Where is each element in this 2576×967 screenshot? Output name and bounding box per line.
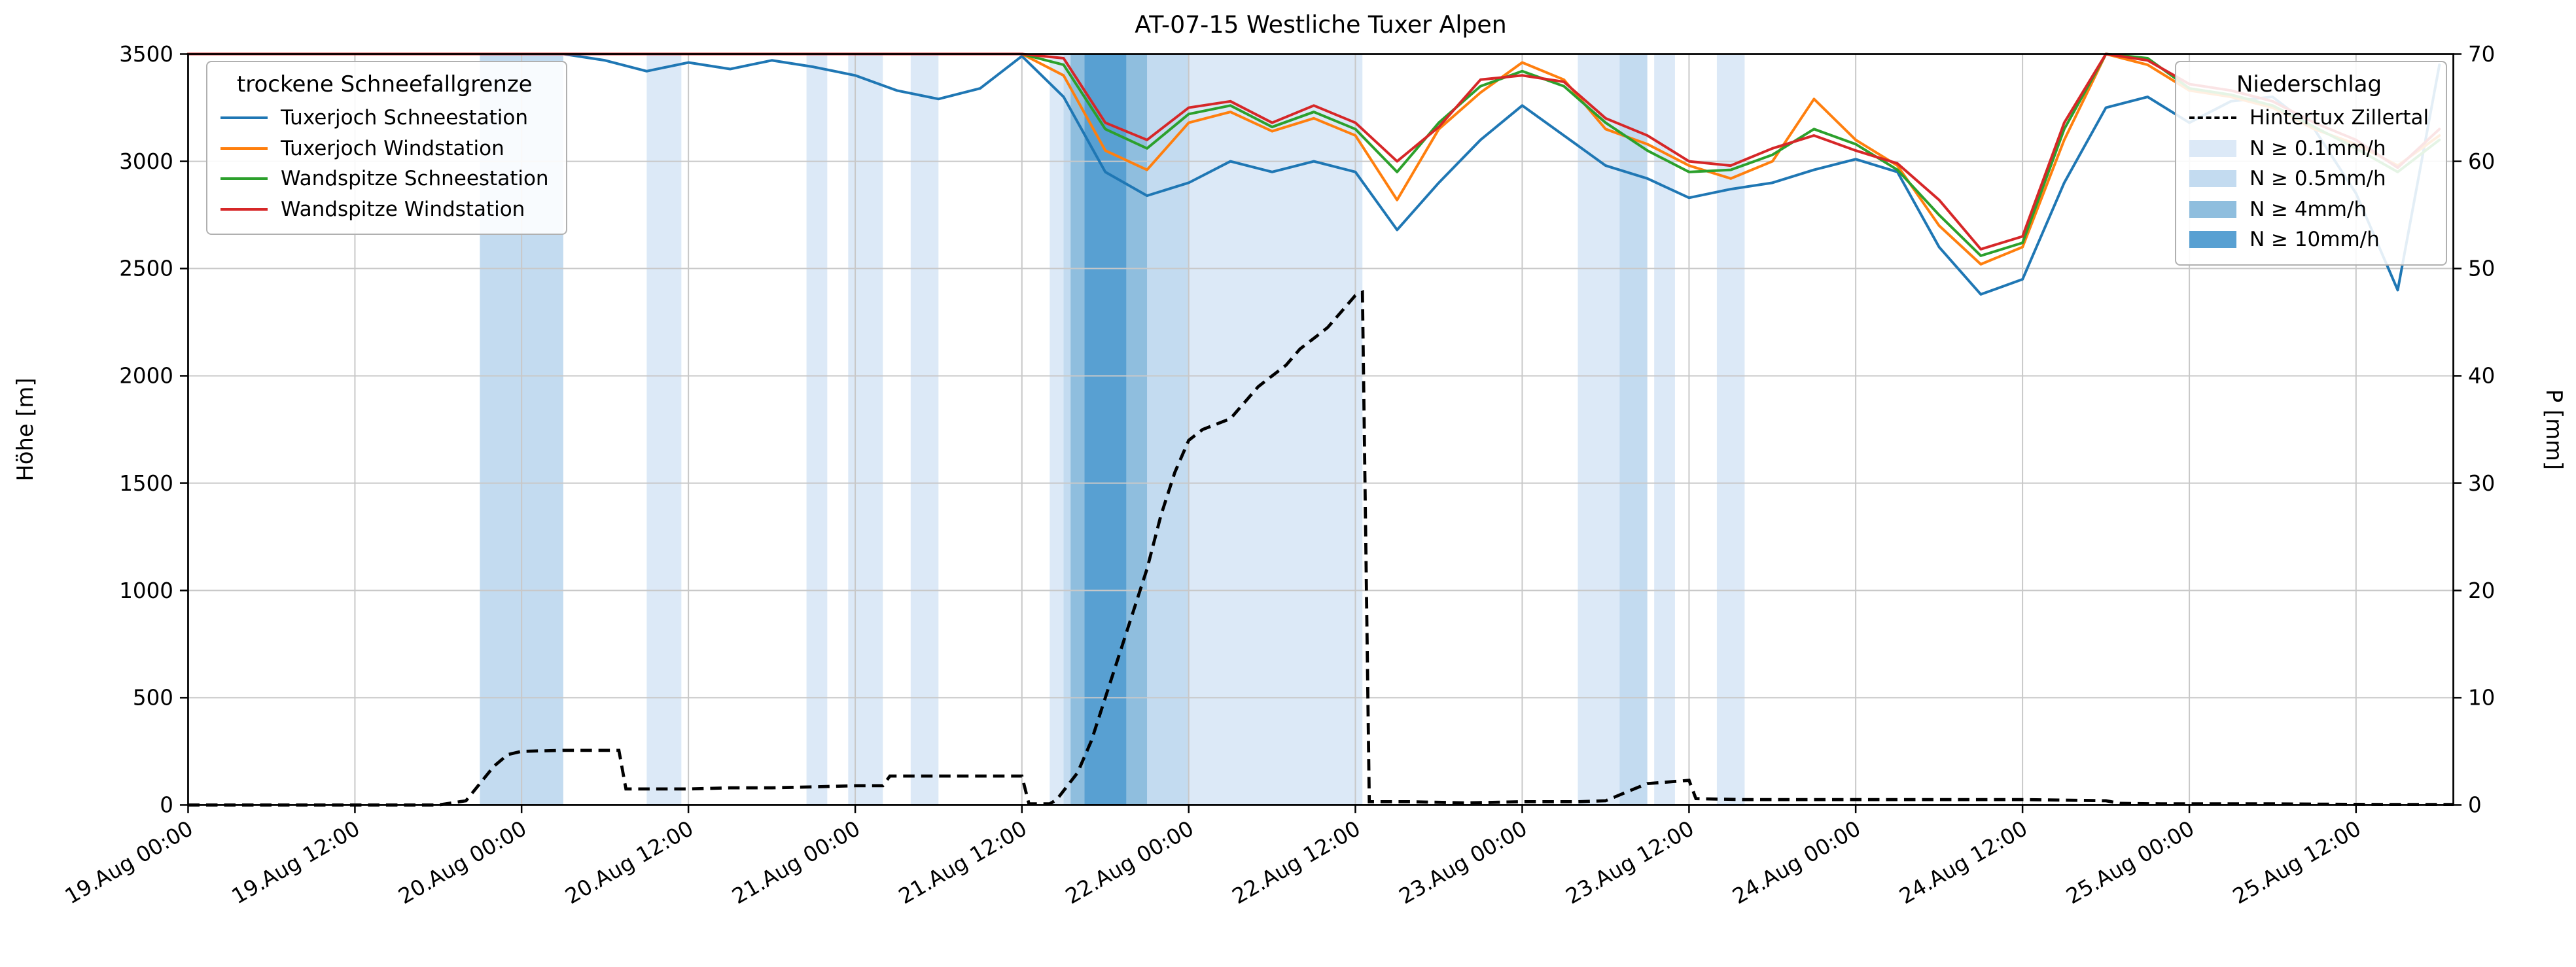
- legend-precip: Niederschlag Hintertux Zillertal N ≥ 0.1m…: [2174, 61, 2448, 266]
- legend-item-label: N ≥ 4mm/h: [2249, 197, 2367, 221]
- y-left-axis-label: Höhe [m]: [12, 378, 38, 481]
- precip-band: [1578, 54, 1620, 805]
- legend-item-label: Wandspitze Schneestation: [280, 167, 549, 191]
- x-tick-label: 21.Aug 00:00: [728, 816, 864, 909]
- legend-item-patch-0: N ≥ 0.1mm/h: [2189, 133, 2429, 164]
- y-right-tick-label: 0: [2468, 793, 2482, 818]
- x-tick-label: 20.Aug 00:00: [394, 816, 531, 909]
- legend-item-label: Hintertux Zillertal: [2249, 106, 2429, 130]
- x-tick-label: 25.Aug 00:00: [2062, 816, 2198, 909]
- precip-dashed-line: [188, 290, 2454, 807]
- legend-item-2: Wandspitze Schneestation: [220, 164, 549, 194]
- legend-snowline: trockene Schneefallgrenze Tuxerjoch Schn…: [205, 61, 567, 236]
- legend-item-label: N ≥ 0.5mm/h: [2249, 167, 2386, 191]
- precip-band: [1084, 54, 1127, 805]
- legend-item-label: Tuxerjoch Schneestation: [280, 106, 529, 130]
- y-right-tick-label: 50: [2468, 256, 2495, 281]
- precip-band: [806, 54, 828, 805]
- legend-item-label: N ≥ 10mm/h: [2249, 228, 2380, 252]
- x-tick-label: 22.Aug 00:00: [1061, 816, 1198, 909]
- y-left-ticks: 0 500 1000 1500 2000 2500 3000 3500: [119, 42, 188, 818]
- legend-snowline-title: trockene Schneefallgrenze: [236, 71, 533, 98]
- legend-item-3: Wandspitze Windstation: [220, 194, 549, 225]
- precip-band: [1654, 54, 1675, 805]
- x-tick-label: 23.Aug 12:00: [1562, 816, 1699, 909]
- legend-precip-title: Niederschlag: [2236, 71, 2382, 98]
- legend-item-label: Tuxerjoch Windstation: [280, 136, 504, 160]
- chart-title: AT-07-15 Westliche Tuxer Alpen: [1135, 10, 1506, 39]
- x-tick-label: 25.Aug 12:00: [2229, 816, 2365, 909]
- legend-item-patch-2: N ≥ 4mm/h: [2189, 194, 2429, 225]
- x-axis-ticks: 19.Aug 00:00 19.Aug 12:00 20.Aug 00:00 20.A…: [61, 805, 2365, 909]
- y-right-tick-label: 30: [2468, 471, 2495, 496]
- legend-item-label: Wandspitze Windstation: [280, 197, 525, 221]
- y-right-tick-label: 60: [2468, 149, 2495, 174]
- patch-swatch-icon: [2189, 170, 2236, 188]
- y-left-tick-label: 500: [133, 686, 173, 711]
- legend-precip-items: Hintertux Zillertal N ≥ 0.1mm/h N ≥ 0.5mm/…: [2189, 103, 2429, 255]
- y-right-ticks: 0 10 20 30 40 50 60 70: [2453, 42, 2495, 818]
- x-tick-label: 21.Aug 12:00: [894, 816, 1031, 909]
- dash-swatch-icon: [2189, 116, 2236, 120]
- precip-band: [646, 54, 682, 805]
- legend-snowline-items: Tuxerjoch Schneestation Tuxerjoch Windsta…: [220, 103, 549, 225]
- y-right-tick-label: 20: [2468, 578, 2495, 603]
- x-tick-label: 24.Aug 12:00: [1895, 816, 2032, 909]
- x-tick-label: 23.Aug 00:00: [1395, 816, 1532, 909]
- x-tick-label: 24.Aug 00:00: [1728, 816, 1865, 909]
- line-swatch-icon: [220, 207, 268, 211]
- line-swatch-icon: [220, 177, 268, 181]
- precip-band: [1619, 54, 1648, 805]
- y-left-tick-label: 1000: [119, 578, 173, 603]
- y-left-tick-label: 1500: [119, 471, 173, 496]
- legend-item-patch-1: N ≥ 0.5mm/h: [2189, 164, 2429, 194]
- y-right-tick-label: 10: [2468, 686, 2495, 711]
- y-right-axis-label: P [mm]: [2541, 389, 2567, 470]
- precip-bands: [480, 54, 1745, 805]
- legend-item-1: Tuxerjoch Windstation: [220, 133, 549, 164]
- plot-border: [187, 53, 2454, 806]
- patch-swatch-icon: [2189, 139, 2236, 157]
- x-tick-label: 19.Aug 12:00: [228, 816, 364, 909]
- precip-band: [910, 54, 939, 805]
- line-swatch-icon: [220, 147, 268, 150]
- legend-item-patch-3: N ≥ 10mm/h: [2189, 224, 2429, 255]
- line-swatch-icon: [220, 116, 268, 120]
- x-tick-label: 22.Aug 12:00: [1228, 816, 1365, 909]
- patch-swatch-icon: [2189, 200, 2236, 218]
- x-tick-label: 19.Aug 00:00: [61, 816, 198, 909]
- patch-swatch-icon: [2189, 231, 2236, 249]
- y-left-tick-label: 2000: [119, 364, 173, 389]
- precip-band: [848, 54, 883, 805]
- y-left-tick-label: 3500: [119, 42, 173, 67]
- legend-item-0: Tuxerjoch Schneestation: [220, 103, 549, 133]
- y-right-tick-label: 70: [2468, 42, 2495, 67]
- y-left-tick-label: 0: [160, 793, 173, 818]
- y-left-tick-label: 2500: [119, 256, 173, 281]
- y-right-tick-label: 40: [2468, 364, 2495, 389]
- legend-item-dashed: Hintertux Zillertal: [2189, 103, 2429, 133]
- y-left-tick-label: 3000: [119, 149, 173, 174]
- legend-item-label: N ≥ 0.1mm/h: [2249, 136, 2386, 160]
- x-tick-label: 20.Aug 12:00: [561, 816, 697, 909]
